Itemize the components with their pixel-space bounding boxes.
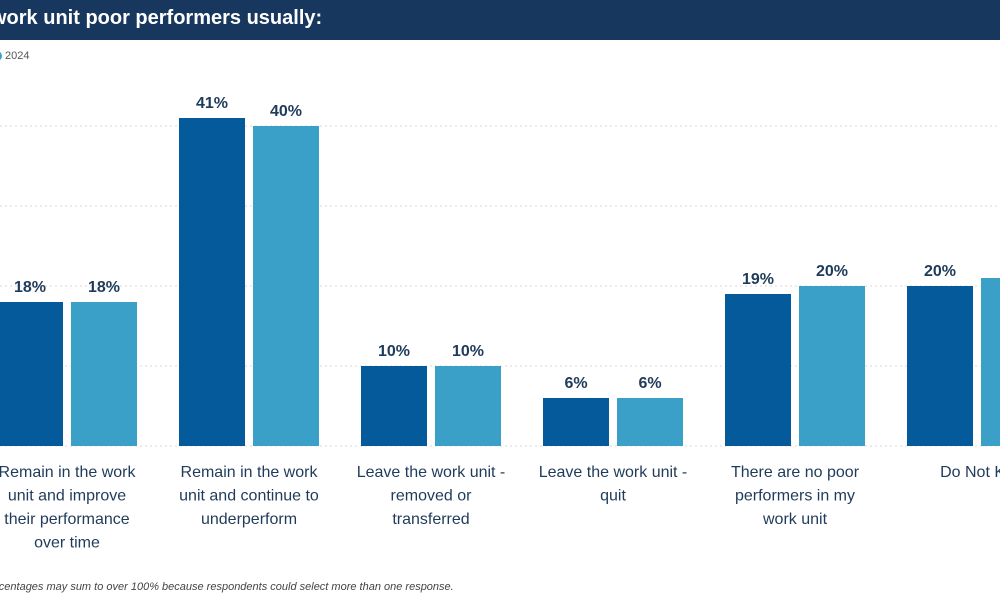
data-label: 20% [924,263,956,280]
footnote: ercentages may sum to over 100% because … [0,581,454,593]
category-label: transferred [392,511,469,528]
legend-label-2024: 2024 [5,50,30,62]
category-label: Remain in the work [0,464,136,481]
legend-swatch-2024 [0,51,2,61]
chart-title: work unit poor performers usually: [0,7,323,29]
data-label: 20% [816,263,848,280]
data-label: 41% [196,95,228,112]
bar [361,366,427,446]
bar-chart: 18% 18% Remain in the work unit and improve… [0,95,1000,551]
category-label: Leave the work unit - [357,464,506,481]
bar [253,126,319,446]
category-label: over time [34,535,100,551]
category-label: performers in my [735,488,855,505]
bar [617,398,683,446]
bar [0,302,63,446]
bar [725,294,791,446]
category-label: Remain in the work [181,464,319,481]
data-label: 10% [452,343,484,360]
category-label: removed or [391,488,473,505]
data-label: 19% [742,271,774,288]
bar [799,286,865,446]
legend: 2024 [0,49,29,63]
data-label: 18% [14,279,46,296]
bar [907,286,973,446]
data-label: 6% [638,375,661,392]
category-label: There are no poor [731,464,860,481]
category-label: their performance [4,511,129,528]
bar [435,366,501,446]
category-label: Leave the work unit - [539,464,688,481]
category-label: underperform [201,511,297,528]
category-label: unit and continue to [179,488,319,505]
bar [543,398,609,446]
category-label: quit [600,488,626,505]
data-label: 10% [378,343,410,360]
data-label: 18% [88,279,120,296]
data-label: 40% [270,103,302,120]
category-label: Do Not Kn [940,464,1000,481]
bar [981,278,1000,446]
title-bar: work unit poor performers usually: [0,0,1000,40]
data-label: 6% [564,375,587,392]
bar [71,302,137,446]
category-label: work unit [762,511,828,528]
bar [179,118,245,446]
category-label: unit and improve [8,488,126,505]
